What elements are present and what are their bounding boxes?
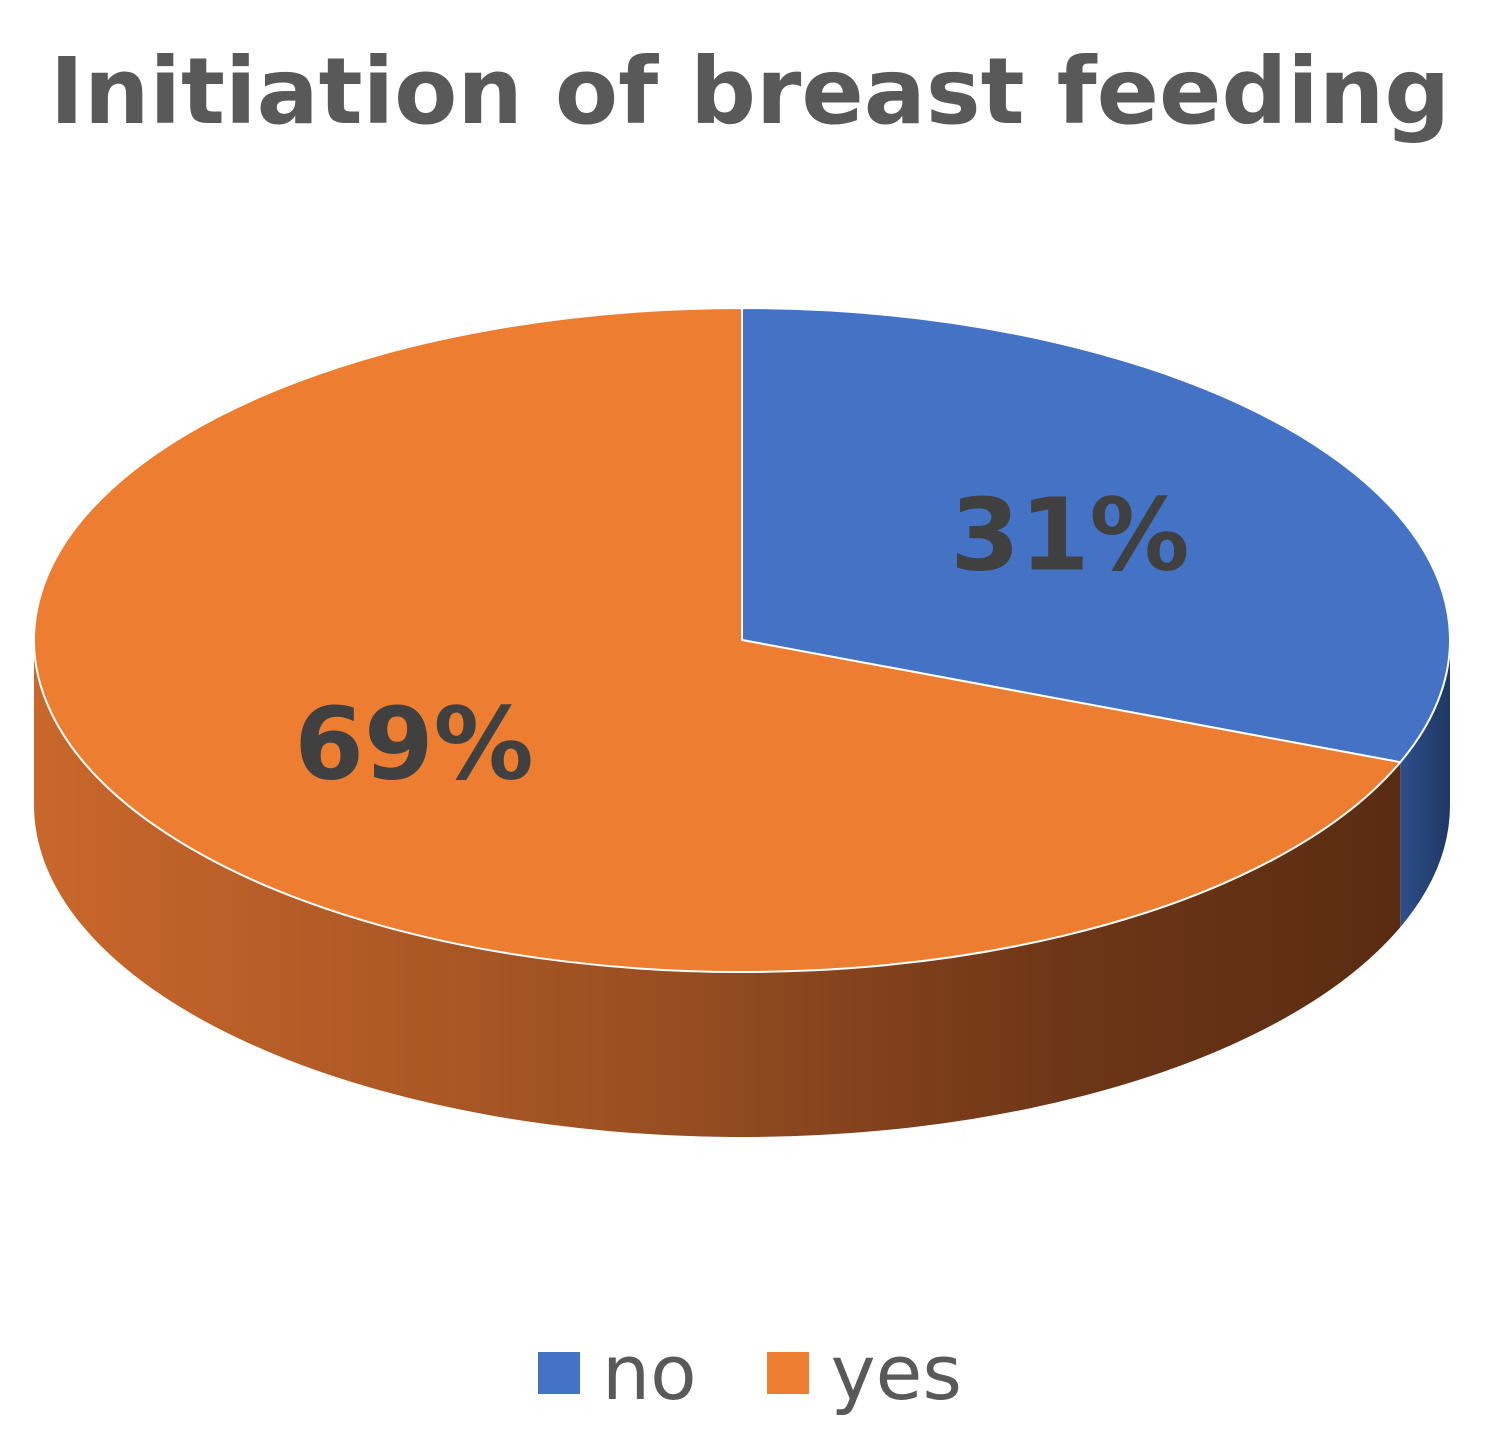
pie-side-no [1400,640,1450,928]
legend-label-no: no [601,1328,697,1417]
pie-slice-yes [33,307,1402,973]
pie-slice-no [741,307,1451,764]
pie-side-yes [34,640,1401,1137]
legend-item-yes: yes [766,1328,962,1417]
legend-item-no: no [537,1328,697,1417]
chart-title: Initiation of breast feeding [49,38,1451,145]
legend-label-yes: yes [830,1328,962,1417]
legend-swatch-no [537,1352,580,1394]
legend-swatch-yes [766,1352,809,1394]
legend: no yes [0,1335,1500,1411]
data-label-yes: 69% [294,686,533,803]
data-label-no: 31% [950,476,1189,593]
